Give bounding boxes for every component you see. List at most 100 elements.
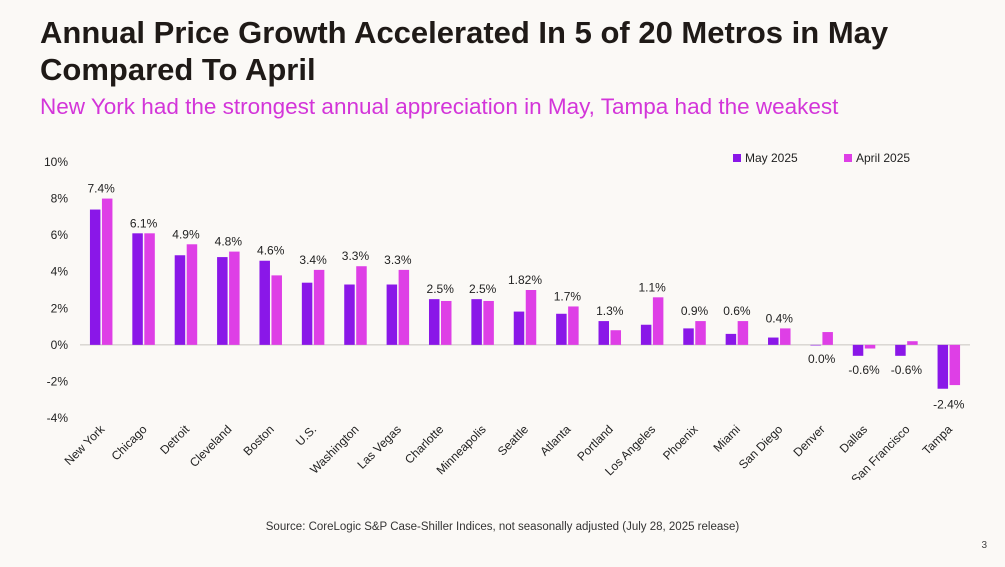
bar-may-boston [259,260,270,345]
bar-may-atlanta [556,313,567,345]
legend: May 2025 April 2025 [733,151,910,165]
category-label: San Diego [736,422,786,472]
bar-april-minneapolis [483,300,494,345]
data-label: 3.3% [384,253,412,267]
bar-april-tampa [949,344,961,386]
bar-may-minneapolis [471,299,482,345]
bar-may-dallas [852,344,864,356]
bar-april-boston [271,275,282,345]
page-number: 3 [981,540,987,551]
legend-swatch-april [844,154,852,162]
bar-may-phoenix [683,328,694,345]
bar-may-tampa [937,344,949,389]
bar-may-washington [344,284,355,345]
data-label: 4.8% [215,235,243,249]
bar-april-new-york [101,198,113,345]
category-label: Boston [241,422,277,458]
y-tick-label: 0% [51,338,69,352]
data-label: 2.5% [427,282,455,296]
bar-april-atlanta [568,306,579,345]
data-label: -0.6% [848,363,880,377]
data-label: 7.4% [88,182,116,196]
y-tick-label: 6% [51,228,69,242]
bar-may-new-york [89,209,101,345]
legend-label-april: April 2025 [856,151,910,165]
category-label: Portland [574,422,616,464]
data-label: 0.4% [766,311,794,325]
data-label: 1.82% [508,273,542,287]
bar-april-washington [356,266,367,345]
data-label: 0.9% [681,304,709,318]
bar-april-denver [822,332,833,345]
bar-may-los-angeles [640,324,652,345]
y-tick-label: -4% [47,411,69,425]
data-label: 0.6% [723,304,751,318]
category-label: Tampa [920,422,956,458]
bar-april-portland [610,330,622,345]
category-label: Dallas [837,422,870,455]
bar-april-u-s- [313,269,325,345]
category-label: Chicago [109,422,150,463]
bar-april-dallas [864,344,876,349]
bar-may-charlotte [428,299,440,345]
bar-may-cleveland [217,257,228,345]
category-label: New York [62,422,108,468]
data-label: 1.7% [554,289,582,303]
bar-may-san-francisco [895,344,906,356]
bar-may-chicago [132,233,143,345]
data-labels: 7.4% 6.1% 4.9% 4.8% 4.6% 3.4% 3.3% 3.3% 2.5% 2.5%… [88,182,965,412]
legend-label-may: May 2025 [745,151,798,165]
bar-may-san-diego [768,337,779,345]
source-note: Source: CoreLogic S&P Case-Shiller Indic… [265,521,740,533]
bar-may-portland [598,321,610,345]
data-label: -2.4% [933,398,965,412]
bar-april-charlotte [440,300,452,345]
bar-april-miami [737,321,749,345]
category-label: U.S. [293,422,319,448]
bar-may-denver [810,344,821,346]
page-subtitle: New York had the strongest annual apprec… [40,94,839,119]
legend-swatch-may [733,154,741,162]
bar-april-las-vegas [398,269,410,345]
bar-may-u-s- [301,282,313,345]
bar-may-seattle [513,311,525,345]
y-tick-label: -2% [47,374,69,388]
category-label: Detroit [157,422,192,457]
bar-april-san-francisco [907,341,918,345]
data-label: -0.6% [891,363,923,377]
y-tick-label: 8% [51,192,69,206]
bar-april-seattle [525,290,537,345]
category-label: Seattle [495,422,532,459]
y-tick-label: 4% [51,265,69,279]
data-label: 6.1% [130,216,158,230]
data-label: 4.6% [257,244,285,258]
bar-april-phoenix [695,321,706,345]
y-tick-label: 10% [44,155,68,169]
bar-chart: -4% -2% 0% 2% 4% 6% 8% 10% 7.4% 6.1% 4.9% 4.8% 4.6%… [44,151,970,480]
page-title: Annual Price Growth Accelerated In 5 of … [40,15,889,87]
category-label: Miami [710,422,743,455]
data-label: 4.9% [172,227,200,241]
category-label: Las Vegas [354,422,404,472]
bar-april-chicago [144,233,155,345]
bars [89,198,961,389]
data-label: 3.3% [342,249,370,263]
bar-april-los-angeles [652,297,664,345]
bar-april-cleveland [229,251,240,345]
data-label: 1.3% [596,304,624,318]
y-axis: -4% -2% 0% 2% 4% 6% 8% 10% [44,155,970,425]
data-label: 0.0% [808,352,836,366]
bar-may-las-vegas [386,284,398,345]
y-tick-label: 2% [51,301,69,315]
category-label: Atlanta [537,422,574,459]
bar-april-detroit [186,244,198,345]
data-label: 2.5% [469,282,497,296]
data-label: 3.4% [299,253,327,267]
category-label: Denver [791,422,828,459]
bar-april-san-diego [780,328,791,345]
bar-may-miami [725,333,737,345]
bar-may-detroit [174,255,186,345]
category-label: Cleveland [187,422,235,470]
data-label: 1.1% [638,280,666,294]
